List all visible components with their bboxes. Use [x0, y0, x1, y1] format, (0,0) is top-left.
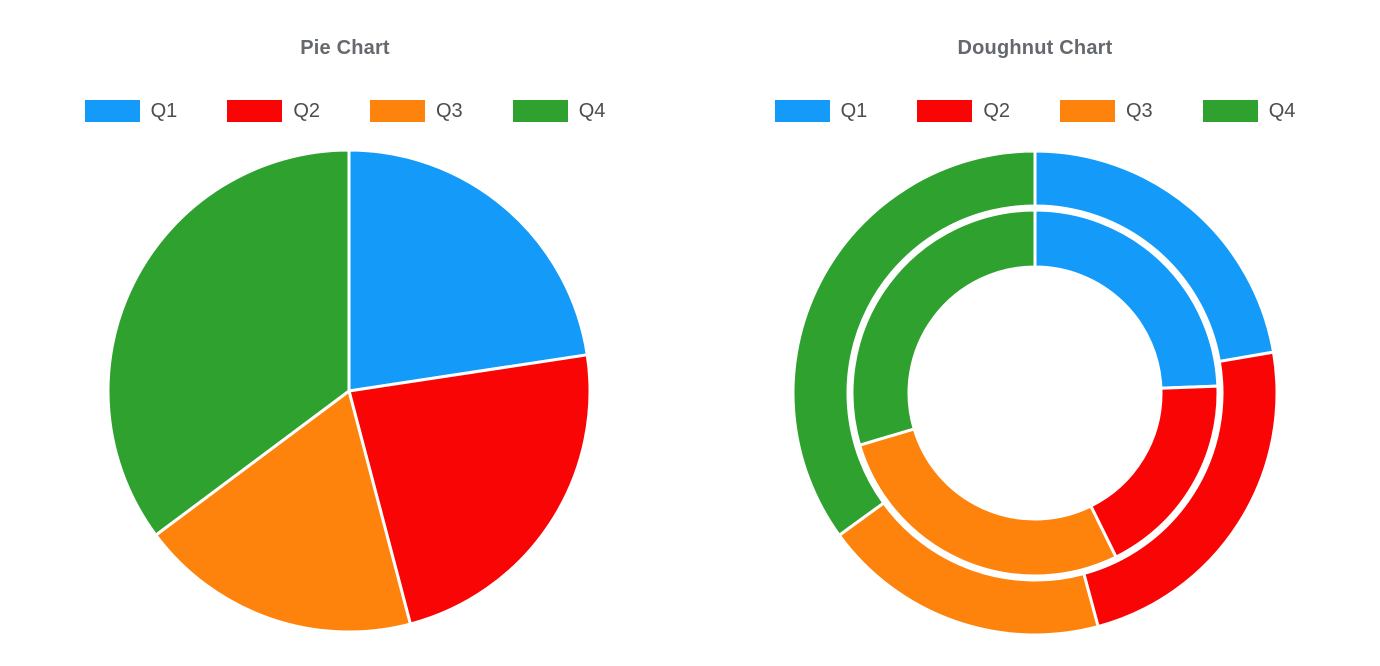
- legend-label-q4: Q4: [1268, 100, 1296, 122]
- pie-chart-title: Pie Chart: [300, 37, 390, 59]
- legend-swatch-q2: [917, 100, 973, 122]
- pie-slice-q4[interactable]: [106, 148, 351, 538]
- legend-label-q1: Q1: [840, 100, 868, 122]
- pie-slice-q3[interactable]: [153, 388, 413, 634]
- pie-slice-q2[interactable]: [347, 353, 592, 626]
- pie-chart[interactable]: [0, 0, 690, 666]
- doughnut-chart-legend: Q1 Q2 Q3 Q4: [690, 98, 1380, 124]
- legend-label-q3: Q3: [1126, 100, 1153, 122]
- legend-label-q2: Q2: [983, 100, 1010, 122]
- legend-item-q2[interactable]: Q2: [227, 99, 320, 123]
- legend-item-q1[interactable]: Q1: [774, 99, 868, 123]
- legend-label-q4: Q4: [578, 100, 606, 122]
- doughnut-chart-panel: Doughnut Chart Q1 Q2 Q3 Q4: [690, 0, 1380, 666]
- legend-swatch-q1: [774, 100, 830, 122]
- doughnut-inner-arc-q3[interactable]: [857, 427, 1119, 578]
- legend-swatch-q4: [512, 100, 568, 122]
- legend-swatch-q2: [227, 100, 283, 122]
- legend-label-q1: Q1: [150, 100, 178, 122]
- legend-item-q3[interactable]: Q3: [370, 99, 463, 123]
- legend-item-q3[interactable]: Q3: [1060, 99, 1153, 123]
- legend-swatch-q4: [1202, 100, 1258, 122]
- pie-slice-q1[interactable]: [347, 148, 589, 393]
- pie-chart-panel: Pie Chart Q1 Q2 Q3 Q4: [0, 0, 690, 666]
- legend-item-q2[interactable]: Q2: [917, 99, 1010, 123]
- legend-swatch-q3: [1060, 100, 1115, 122]
- doughnut-chart-title: Doughnut Chart: [957, 37, 1113, 59]
- doughnut-inner-arc-q4[interactable]: [850, 208, 1037, 448]
- legend-swatch-q1: [84, 100, 140, 122]
- legend-item-q4[interactable]: Q4: [512, 99, 606, 123]
- legend-item-q1[interactable]: Q1: [84, 99, 178, 123]
- doughnut-chart[interactable]: [690, 0, 1380, 666]
- legend-swatch-q3: [370, 100, 425, 122]
- legend-label-q2: Q2: [293, 100, 320, 122]
- legend-label-q3: Q3: [436, 100, 463, 122]
- doughnut-outer-arc-q4[interactable]: [791, 149, 1037, 538]
- legend-item-q4[interactable]: Q4: [1202, 99, 1296, 123]
- pie-chart-legend: Q1 Q2 Q3 Q4: [0, 98, 690, 124]
